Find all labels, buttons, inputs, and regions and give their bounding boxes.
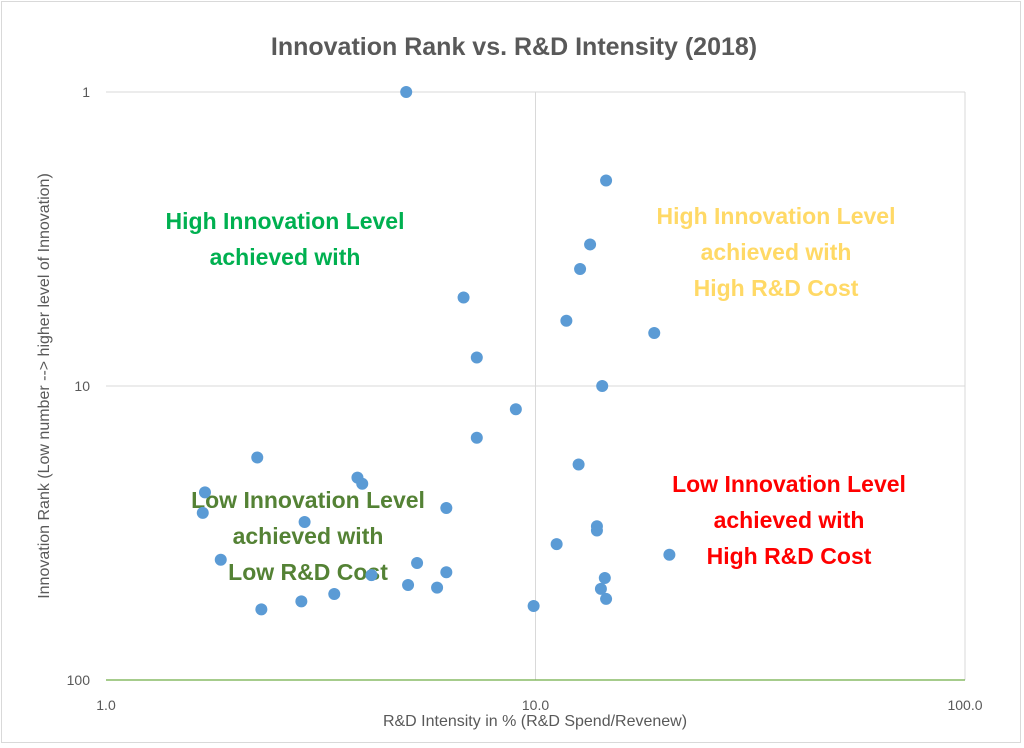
x-tick-label: 1.0 [96, 697, 116, 713]
data-point [560, 314, 573, 327]
data-point [255, 603, 268, 616]
data-point [648, 326, 661, 339]
data-point [663, 548, 676, 561]
data-point [598, 572, 611, 585]
y-axis-title: Innovation Rank (Low number --> higher l… [36, 173, 53, 599]
annotation-line: achieved with [714, 507, 865, 533]
x-tick-label: 10.0 [522, 697, 549, 713]
chart-title: Innovation Rank vs. R&D Intensity (2018) [271, 33, 757, 61]
data-point [590, 524, 603, 537]
data-point [596, 380, 609, 392]
annotation-line: Low R&D Cost [228, 559, 388, 585]
data-point [196, 506, 209, 519]
annotation-line: High Innovation Level [166, 208, 405, 234]
gridlines [106, 91, 966, 680]
data-point [550, 538, 563, 551]
data-point [470, 431, 483, 444]
quadrant-annotation: Low Innovation Level achieved with Low R&D… [191, 487, 425, 585]
annotation-line: achieved with [233, 523, 384, 549]
data-point [600, 174, 613, 187]
data-point [400, 86, 413, 98]
data-point [198, 486, 211, 499]
data-point [214, 553, 227, 566]
data-point [527, 599, 540, 612]
data-point [594, 582, 607, 595]
y-tick-label: 10 [74, 378, 90, 394]
data-point [440, 566, 453, 579]
data-point [457, 291, 470, 304]
data-point [328, 588, 341, 601]
annotation-line: achieved with [210, 244, 361, 270]
y-tick-label: 100 [67, 672, 91, 688]
data-points [196, 86, 676, 616]
data-point [431, 581, 444, 594]
annotation-line: High R&D Cost [694, 275, 859, 301]
data-point [365, 569, 378, 582]
axes: 1.0 10.0 100.0 1 10 100 [67, 84, 983, 713]
data-point [572, 458, 585, 471]
y-tick-label: 1 [82, 84, 90, 100]
annotation-line: High R&D Cost [707, 543, 872, 569]
data-point [584, 238, 597, 251]
x-tick-label: 100.0 [947, 697, 982, 713]
annotation-line: Low Innovation Level [672, 471, 906, 497]
data-point [574, 263, 587, 276]
data-point [509, 403, 522, 416]
annotation-line: Low Innovation Level [191, 487, 425, 513]
annotation-line: High Innovation Level [657, 203, 896, 229]
data-point [600, 592, 613, 605]
data-point [298, 515, 311, 528]
data-point [440, 502, 453, 515]
data-point [470, 351, 483, 364]
data-point [295, 595, 308, 608]
data-point [411, 557, 424, 570]
data-point [356, 477, 369, 490]
quadrant-annotation: High Innovation Level achieved with [166, 208, 405, 270]
data-point [402, 578, 415, 591]
data-point [251, 451, 264, 464]
x-axis-title: R&D Intensity in % (R&D Spend/Revenew) [383, 713, 687, 730]
quadrant-annotation: Low Innovation Level achieved with High R&… [672, 471, 906, 569]
quadrant-annotation: High Innovation Level achieved with High R… [657, 203, 896, 301]
annotation-line: achieved with [701, 239, 852, 265]
